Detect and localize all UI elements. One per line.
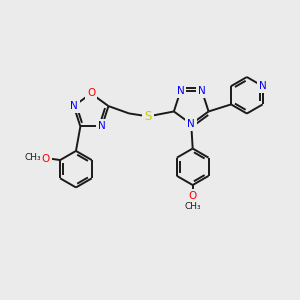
Text: S: S: [145, 110, 152, 123]
Text: N: N: [198, 86, 206, 96]
Text: N: N: [98, 122, 106, 131]
Text: N: N: [259, 81, 266, 91]
Text: CH₃: CH₃: [25, 154, 41, 163]
Text: CH₃: CH₃: [184, 202, 201, 211]
Text: O: O: [87, 88, 95, 98]
Text: N: N: [187, 119, 195, 129]
Text: N: N: [177, 86, 184, 96]
Text: O: O: [189, 191, 197, 201]
Text: O: O: [41, 154, 50, 164]
Text: N: N: [70, 101, 78, 111]
